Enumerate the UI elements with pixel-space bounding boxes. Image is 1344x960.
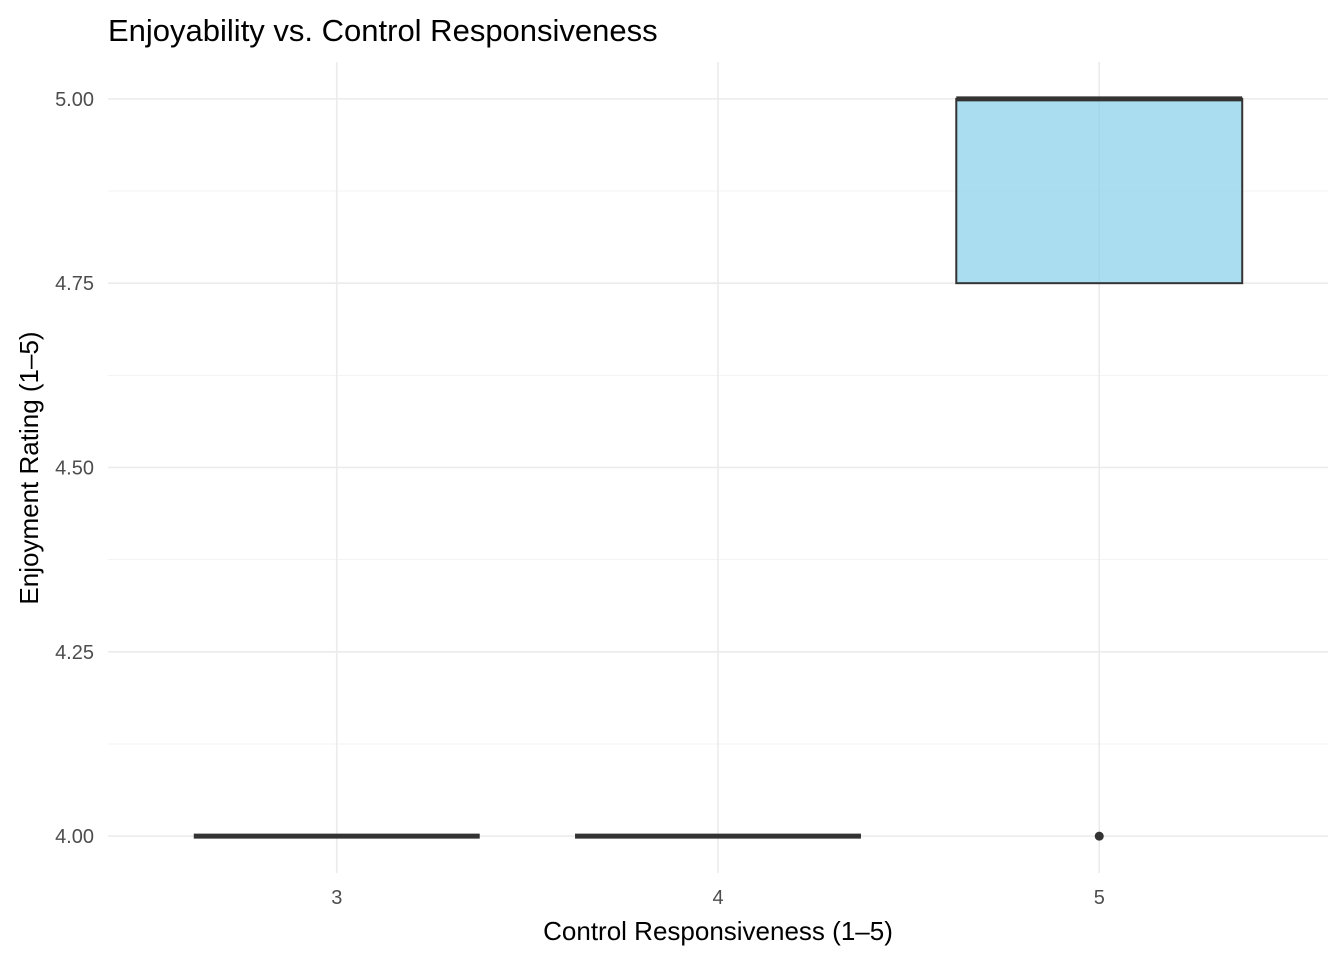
y-tick-label: 4.25: [55, 642, 94, 664]
box-body: [955, 97, 1244, 285]
x-tick-label: 3: [331, 887, 342, 909]
y-tick-label: 4.75: [55, 273, 94, 295]
y-axis-title: Enjoyment Rating (1–5): [14, 331, 44, 604]
x-tick-labels: 3 4 5: [331, 887, 1105, 909]
x-axis-title: Control Responsiveness (1–5): [543, 916, 893, 946]
y-tick-label: 4.00: [55, 826, 94, 848]
x-tick-label: 5: [1094, 887, 1105, 909]
x-tick-label: 4: [712, 887, 723, 909]
y-tick-label: 5.00: [55, 89, 94, 111]
y-tick-labels: 4.00 4.25 4.50 4.75 5.00: [55, 89, 94, 848]
box-layer: [193, 96, 1244, 841]
chart-title: Enjoyability vs. Control Responsiveness: [108, 13, 658, 48]
outlier-point: [1094, 831, 1104, 841]
box-5: [955, 96, 1244, 841]
y-tick-label: 4.50: [55, 458, 94, 480]
